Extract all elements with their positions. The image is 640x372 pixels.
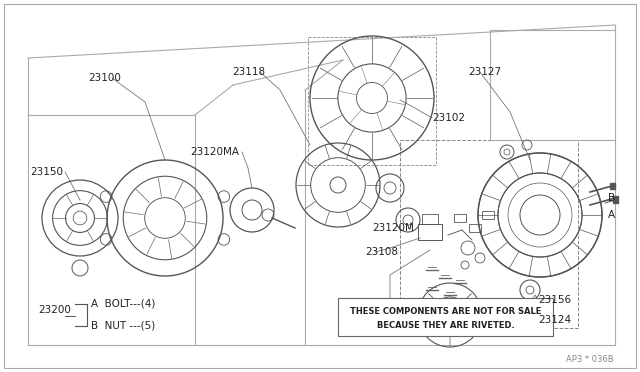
- Bar: [338, 298, 553, 336]
- Text: 23100: 23100: [88, 73, 121, 83]
- Text: 23150: 23150: [30, 167, 63, 177]
- Text: 23120M: 23120M: [372, 223, 414, 233]
- Text: B  NUT ---(5): B NUT ---(5): [91, 321, 156, 331]
- Text: 23124: 23124: [538, 315, 571, 325]
- Text: 23120MA: 23120MA: [190, 147, 239, 157]
- Bar: [400, 140, 578, 328]
- Text: THESE COMPONENTS ARE NOT FOR SALE: THESE COMPONENTS ARE NOT FOR SALE: [350, 308, 541, 317]
- Bar: [308, 37, 436, 165]
- Text: BECAUSE THEY ARE RIVETED.: BECAUSE THEY ARE RIVETED.: [376, 321, 515, 330]
- Bar: [454, 214, 466, 222]
- Text: A  BOLT---(4): A BOLT---(4): [91, 299, 156, 309]
- Text: 23200: 23200: [38, 305, 71, 315]
- Bar: [613, 196, 618, 203]
- Text: 23102: 23102: [432, 113, 465, 123]
- Bar: [418, 224, 442, 240]
- Text: B: B: [608, 193, 615, 203]
- Bar: [422, 214, 438, 224]
- Bar: [610, 183, 615, 189]
- Text: 23156: 23156: [538, 295, 571, 305]
- Bar: [469, 224, 481, 232]
- Text: AP3 * 036B: AP3 * 036B: [566, 356, 614, 365]
- Bar: [482, 211, 494, 219]
- Text: 23127: 23127: [468, 67, 501, 77]
- Text: 23108: 23108: [365, 247, 398, 257]
- Text: 23118: 23118: [232, 67, 265, 77]
- Text: A: A: [608, 210, 615, 220]
